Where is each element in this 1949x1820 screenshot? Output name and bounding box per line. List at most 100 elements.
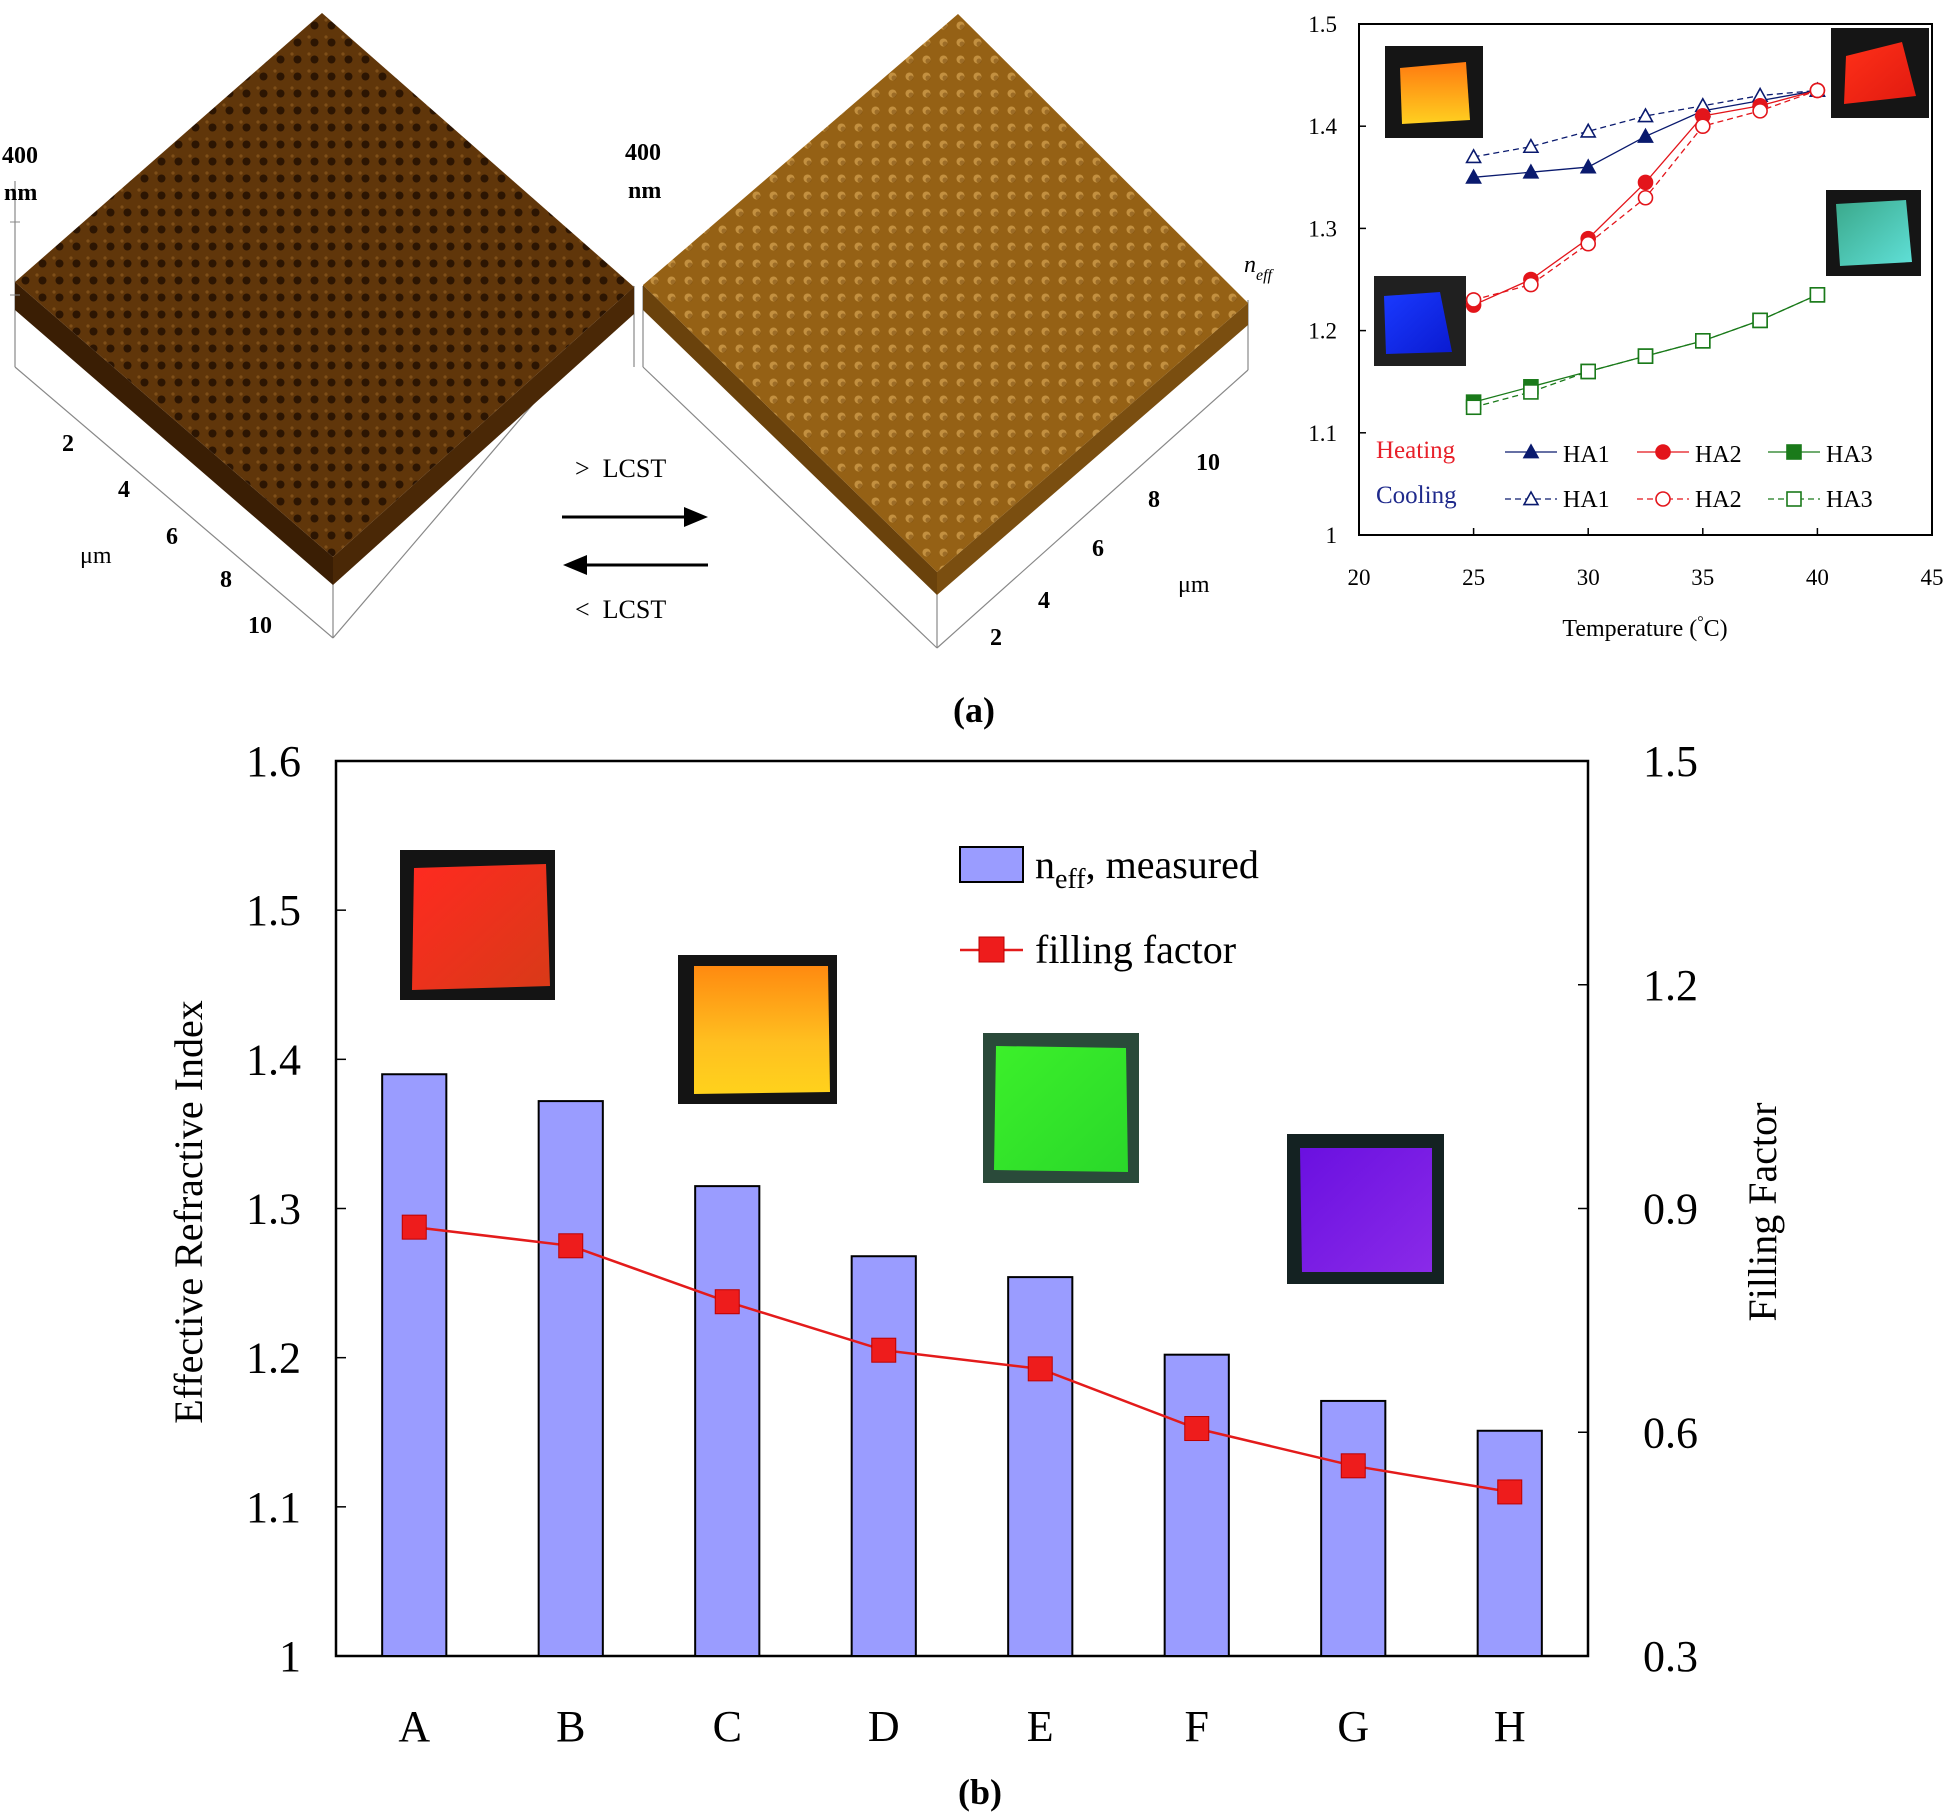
filling-factor-line <box>401 1214 1523 1505</box>
point-ha1-cooling <box>1522 137 1540 154</box>
y-tick-label: 1.5 <box>246 886 301 935</box>
afm-right-tick: 8 <box>1148 487 1160 513</box>
afm-left-surface-shade <box>15 13 634 557</box>
afm-left: 400 nm 2 4 6 8 10 μm <box>2 13 635 639</box>
afm-right: 400 nm 2 4 6 8 10 μm <box>625 14 1249 651</box>
afm-right-z-value: 400 <box>625 140 661 166</box>
legend-marker-cooling <box>1655 491 1671 507</box>
temperature-chart-y-title: neff <box>1244 252 1275 284</box>
x-title-pre: Temperature ( <box>1562 616 1697 642</box>
point-ha1-cooling <box>1465 148 1482 164</box>
legend-marker-cooling <box>1522 490 1540 506</box>
afm-left-side <box>15 282 333 585</box>
afm-left-tick: 4 <box>118 477 130 503</box>
point-ha1-cooling <box>1637 107 1654 123</box>
photo-square <box>1384 292 1452 354</box>
photo-square <box>1300 1148 1432 1272</box>
y2-tick-label: 0.6 <box>1643 1408 1698 1457</box>
x-tick-label: F <box>1185 1702 1209 1751</box>
point-ha3-cooling <box>1637 348 1654 364</box>
afm-left-tick: 10 <box>248 613 272 639</box>
afm-left-side <box>333 287 634 585</box>
refractive-chart-bars <box>381 1073 1543 1658</box>
y-tick-label: 1 <box>279 1632 301 1681</box>
legend-bar-label: neff, measured <box>1035 842 1259 895</box>
left-arrow-head <box>563 555 587 575</box>
afm-right-tick: 10 <box>1196 450 1220 476</box>
point-ha3-cooling <box>1695 333 1711 349</box>
legend-marker-heating <box>1786 444 1802 460</box>
afm-right-side <box>937 303 1248 595</box>
afm-right-z-unit: nm <box>628 178 661 204</box>
x-tick-label: 20 <box>1348 565 1371 590</box>
temperature-chart-legend: Heating Cooling HA1 HA2 HA3 HA1 HA2 HA3 <box>1376 437 1873 513</box>
legend-bar-main: n <box>1035 842 1055 887</box>
x-tick-label: B <box>556 1702 585 1751</box>
filling-factor-point <box>1340 1453 1366 1479</box>
right-arrow-head <box>684 507 708 527</box>
point-ha3-cooling <box>1752 312 1768 329</box>
refractive-chart-y2-title: Filling Factor <box>1740 1103 1785 1322</box>
point-ha3-cooling <box>1809 287 1826 303</box>
legend-bar-swatch <box>959 846 1024 883</box>
legend-ha1-cooling: HA1 <box>1563 487 1610 513</box>
afm-left-tick: 6 <box>166 524 178 550</box>
photo-red-sample <box>1831 28 1929 118</box>
point-ha2-cooling <box>1752 103 1768 119</box>
bar <box>537 1100 604 1657</box>
filling-factor-point <box>1027 1356 1053 1382</box>
y-tick-label: 1.6 <box>246 737 301 786</box>
panel-b-caption: (b) <box>958 1772 1002 1812</box>
y-tick-label: 1.3 <box>1308 216 1337 241</box>
legend-ha2-heating: HA2 <box>1695 442 1742 468</box>
x-tick-label: G <box>1337 1702 1369 1751</box>
legend-bar-rest: , measured <box>1086 842 1259 887</box>
x-title-post: C) <box>1704 616 1728 642</box>
refractive-chart-y2-ticks: 0.3 0.6 0.9 1.2 1.5 <box>1578 737 1698 1681</box>
point-ha1-heating <box>1522 163 1540 179</box>
filling-factor-point <box>1497 1479 1523 1505</box>
y-title-main: n <box>1244 252 1256 278</box>
y-tick-label: 1.4 <box>1308 114 1337 139</box>
refractive-chart-y-title: Effective Refractive Index <box>166 1000 211 1423</box>
afm-left-z-unit: nm <box>4 180 37 206</box>
lower-lcst-label: < LCST <box>575 595 666 624</box>
photo-green-sample-b <box>983 1033 1139 1183</box>
point-ha1-cooling <box>1579 122 1597 138</box>
y2-tick-label: 1.5 <box>1643 737 1698 786</box>
afm-left-axis-unit: μm <box>80 543 112 569</box>
bar <box>1320 1399 1387 1658</box>
afm-right-tick: 4 <box>1038 588 1050 614</box>
afm-right-tick: 6 <box>1092 536 1104 562</box>
filling-factor-point <box>558 1233 584 1259</box>
afm-left-tick: 8 <box>220 567 232 593</box>
point-ha2-cooling <box>1637 189 1654 206</box>
photo-square <box>694 966 830 1094</box>
afm-right-axis-unit: μm <box>1178 572 1210 598</box>
point-ha2-cooling <box>1809 82 1826 99</box>
bar <box>1163 1353 1230 1658</box>
filling-factor-point <box>714 1289 740 1315</box>
legend-line-marker <box>978 936 1005 963</box>
point-ha2-cooling <box>1523 276 1539 293</box>
refractive-chart-x-ticks: A B C D E F G H <box>398 1702 1525 1751</box>
point-ha2-cooling <box>1695 118 1711 134</box>
photo-yellow-sample <box>1385 46 1483 138</box>
x-title-degree: ° <box>1697 614 1703 631</box>
lcst-arrows: > LCST < LCST <box>562 454 708 624</box>
x-tick-label: 30 <box>1577 565 1600 590</box>
photo-square <box>1836 200 1912 266</box>
afm-right-frame-line <box>642 366 938 649</box>
point-ha1-heating <box>1465 168 1482 184</box>
legend-ha2-cooling: HA2 <box>1695 487 1742 513</box>
point-ha3-cooling <box>1465 399 1482 416</box>
afm-right-side <box>643 285 937 595</box>
photo-square <box>412 864 550 990</box>
x-tick-label: 35 <box>1691 565 1714 590</box>
point-ha2-cooling <box>1580 235 1596 252</box>
legend-marks <box>1505 443 1820 507</box>
refractive-chart-y-ticks: 1 1.1 1.2 1.3 1.4 1.5 1.6 <box>246 737 346 1681</box>
afm-right-frame-line <box>936 369 1249 649</box>
afm-right-surface <box>643 14 1248 572</box>
